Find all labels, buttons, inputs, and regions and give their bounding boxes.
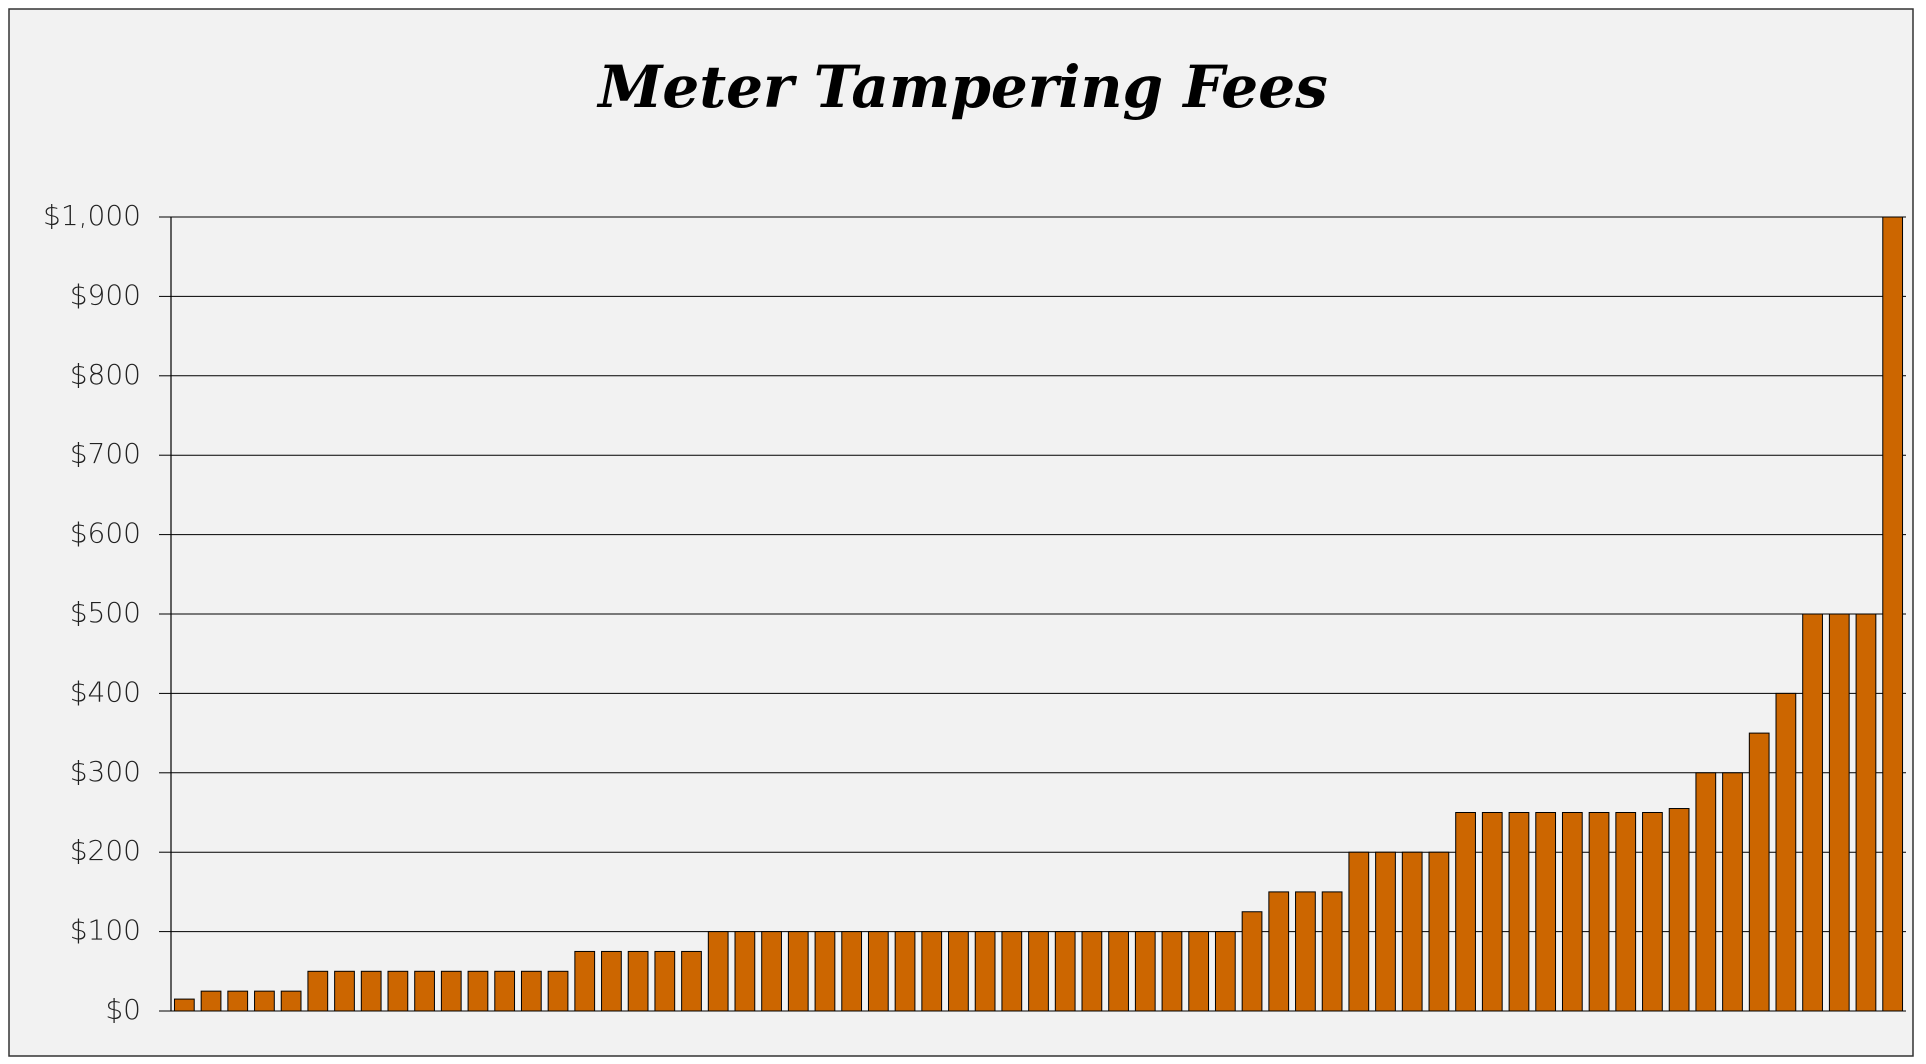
bar: [1214, 931, 1236, 1012]
bar: [1268, 891, 1290, 1012]
bar: [627, 950, 649, 1012]
bar: [681, 950, 702, 1012]
bar: [574, 950, 596, 1012]
bar: [440, 970, 462, 1012]
bar: [921, 931, 943, 1012]
bar: [867, 931, 889, 1012]
bar: [841, 931, 863, 1012]
bar: [1161, 931, 1183, 1012]
bar: [520, 970, 542, 1012]
bar: [280, 990, 302, 1012]
bar: [787, 931, 809, 1012]
bar: [1508, 812, 1530, 1012]
bar: [1028, 931, 1049, 1012]
bar: [1134, 931, 1156, 1012]
bar: [414, 970, 435, 1012]
y-tick-label: $100: [70, 914, 141, 947]
bar: [1748, 732, 1770, 1012]
bar: [1188, 931, 1210, 1012]
y-tick-label: $200: [70, 834, 141, 867]
bar: [1535, 812, 1557, 1012]
y-tick-label: $300: [70, 755, 141, 788]
y-tick-label: $600: [70, 517, 141, 550]
y-tick-label: $500: [70, 596, 141, 629]
bar: [1108, 931, 1129, 1012]
chart-title: Meter Tampering Fees: [596, 53, 1328, 121]
y-tick-label: $1,000: [43, 199, 141, 232]
bar: [1321, 891, 1343, 1012]
bar: [1428, 851, 1450, 1012]
bar: [1054, 931, 1076, 1012]
bar: [1375, 851, 1396, 1012]
bar: [307, 970, 329, 1012]
bar: [1295, 891, 1316, 1012]
bar: [1642, 812, 1663, 1012]
bar: [761, 931, 782, 1012]
y-tick-label: $800: [70, 358, 141, 391]
bar: [894, 931, 916, 1012]
y-tick-label: $700: [70, 437, 141, 470]
bar: [467, 970, 489, 1012]
y-tick-label: $900: [70, 278, 141, 311]
bar: [1695, 772, 1717, 1012]
bar: [1588, 812, 1610, 1012]
bar: [814, 931, 836, 1012]
bar: [173, 998, 195, 1012]
bar: [734, 931, 756, 1012]
bar: [227, 990, 249, 1012]
bar: [360, 970, 382, 1012]
bar: [200, 990, 222, 1012]
bar: [948, 931, 969, 1012]
bar: [1348, 851, 1370, 1012]
bar: [707, 931, 729, 1012]
bar: [547, 970, 569, 1012]
bar: [387, 970, 409, 1012]
bar: [1455, 812, 1476, 1012]
bar: [1722, 772, 1743, 1012]
bar: [1401, 851, 1423, 1012]
bar: [494, 970, 516, 1012]
bar: [1001, 931, 1023, 1012]
bar: [254, 990, 275, 1012]
bar: [334, 970, 355, 1012]
y-tick-label: $0: [105, 993, 141, 1026]
bar: [1855, 613, 1877, 1012]
bar: [1668, 808, 1690, 1012]
bar: [1081, 931, 1103, 1012]
bar: [1615, 812, 1637, 1012]
bar: [1561, 812, 1583, 1012]
bar: [1241, 911, 1263, 1012]
bar: [1882, 216, 1904, 1012]
bar: [1775, 692, 1797, 1012]
bar: [974, 931, 996, 1012]
bar: [601, 950, 622, 1012]
bar: [1828, 613, 1850, 1012]
bar: [1802, 613, 1823, 1012]
bar: [654, 950, 676, 1012]
bar: [1481, 812, 1503, 1012]
y-tick-label: $400: [70, 675, 141, 708]
